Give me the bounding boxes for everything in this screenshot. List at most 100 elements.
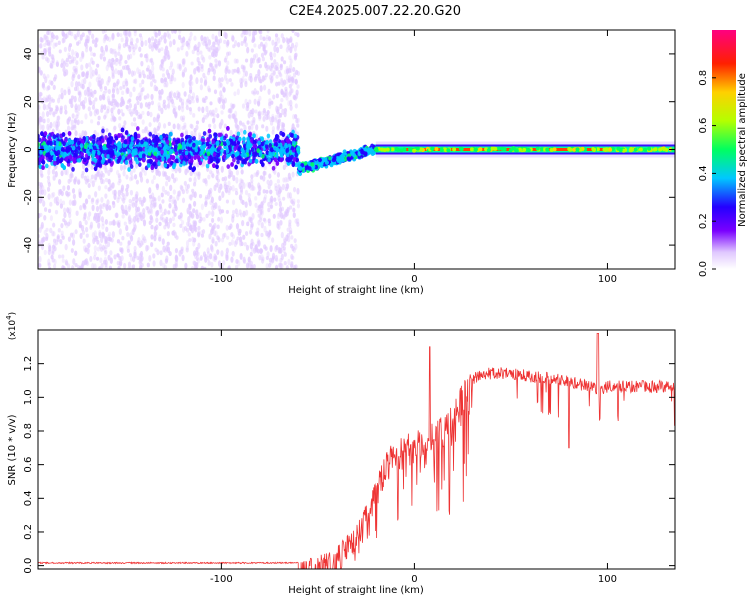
heatmap-noise-blob <box>104 167 108 174</box>
heatmap-noise-blob <box>277 195 281 202</box>
heatmap-noise-blob <box>123 30 127 36</box>
heatmap-noise-blob <box>53 76 57 82</box>
heatmap-noise-blob <box>258 217 263 223</box>
heatmap-noise-blob <box>218 77 222 84</box>
heatmap-noise-blob <box>111 200 116 205</box>
heatmap-noise-blob <box>117 46 121 51</box>
heatmap-noise-blob <box>294 114 298 119</box>
heatmap-noise-blob <box>276 212 281 220</box>
heatmap-noise-blob <box>119 241 123 246</box>
heatmap-noise-blob <box>150 224 154 230</box>
heatmap-noise-blob <box>118 178 122 184</box>
heatmap-noise-blob <box>42 236 46 243</box>
heatmap-noise-blob <box>61 32 66 37</box>
heatmap-noise-blob <box>63 212 67 219</box>
heatmap-noise-blob <box>193 200 197 207</box>
heatmap-noise-blob <box>161 67 165 72</box>
heatmap-noise-blob <box>83 259 87 266</box>
heatmap-noise-blob <box>152 253 156 259</box>
heatmap-noise-blob <box>268 262 272 268</box>
heatmap-noise-blob <box>52 264 57 269</box>
heatmap-band-blob <box>274 136 279 142</box>
heatmap-noise-blob <box>149 111 153 118</box>
heatmap-noise-blob <box>139 213 143 218</box>
heatmap-noise-blob <box>44 97 48 103</box>
heatmap-noise-blob <box>281 122 286 128</box>
heatmap-noise-blob <box>43 214 47 221</box>
heatmap-noise-blob <box>271 129 275 135</box>
heatmap-band-blob <box>41 165 45 170</box>
heatmap-band-blob <box>39 150 43 155</box>
heatmap-band-blob <box>275 161 280 166</box>
heatmap-noise-blob <box>181 69 186 77</box>
heatmap-noise-blob <box>249 229 253 235</box>
heatmap-noise-blob <box>104 249 108 254</box>
heatmap-noise-blob <box>178 64 182 71</box>
heatmap-noise-blob <box>58 49 62 54</box>
heatmap-noise-blob <box>157 170 162 177</box>
heatmap-noise-blob <box>161 170 166 177</box>
heatmap-noise-blob <box>294 218 298 224</box>
heatmap-noise-blob <box>294 243 298 251</box>
heatmap-noise-blob <box>204 178 208 185</box>
heatmap-noise-blob <box>107 178 111 185</box>
heatmap-noise-blob <box>138 72 142 77</box>
heatmap-noise-blob <box>168 203 172 209</box>
heatmap-noise-blob <box>225 224 229 231</box>
heatmap-noise-blob <box>221 176 225 182</box>
heatmap-noise-blob <box>173 106 177 111</box>
heatmap-noise-blob <box>290 235 294 240</box>
heatmap-noise-blob <box>204 256 208 263</box>
heatmap-noise-blob <box>269 121 274 126</box>
heatmap-noise-blob <box>124 209 128 216</box>
heatmap-noise-blob <box>190 96 194 101</box>
heatmap-noise-blob <box>81 79 85 86</box>
heatmap-band-blob <box>198 160 203 166</box>
heatmap-noise-blob <box>134 43 138 50</box>
heatmap-band-blob <box>117 133 121 138</box>
heatmap-noise-blob <box>275 244 279 251</box>
heatmap-noise-blob <box>147 103 151 110</box>
heatmap-noise-blob <box>71 59 75 64</box>
heatmap-noise-blob <box>124 60 128 65</box>
heatmap-noise-blob <box>121 112 125 117</box>
heatmap-noise-blob <box>285 183 290 190</box>
heatmap-noise-blob <box>288 63 293 71</box>
heatmap-noise-blob <box>138 95 142 102</box>
heatmap-noise-blob <box>75 114 79 119</box>
heatmap-noise-blob <box>96 63 100 68</box>
heatmap-noise-blob <box>42 200 46 207</box>
heatmap-band-blob <box>292 140 296 146</box>
heatmap-noise-blob <box>116 260 120 266</box>
heatmap-noise-blob <box>279 64 283 71</box>
heatmap-noise-blob <box>218 122 222 130</box>
heatmap-noise-blob <box>190 81 194 86</box>
heatmap-noise-blob <box>174 259 178 267</box>
heatmap-noise-blob <box>100 262 104 269</box>
heatmap-noise-blob <box>223 73 228 81</box>
heatmap-noise-blob <box>47 168 51 176</box>
heatmap-noise-blob <box>164 189 168 195</box>
heatmap-noise-blob <box>76 86 80 92</box>
heatmap-band-blob <box>47 135 52 141</box>
heatmap-noise-blob <box>75 52 79 59</box>
heatmap-noise-blob <box>285 234 289 242</box>
heatmap-noise-blob <box>55 196 59 203</box>
heatmap-noise-blob <box>277 81 281 86</box>
heatmap-noise-blob <box>43 49 47 55</box>
heatmap-noise-blob <box>141 110 145 116</box>
heatmap-noise-blob <box>200 34 204 42</box>
heatmap-noise-blob <box>229 223 233 229</box>
heatmap-noise-blob <box>181 125 185 131</box>
heatmap-noise-blob <box>228 108 232 113</box>
heatmap-noise-blob <box>127 240 132 246</box>
heatmap-noise-blob <box>108 221 112 226</box>
heatmap-noise-blob <box>207 259 211 266</box>
heatmap-noise-blob <box>292 198 296 205</box>
heatmap-band-blob <box>108 139 113 144</box>
heatmap-noise-blob <box>163 32 167 38</box>
heatmap-noise-blob <box>176 90 180 96</box>
heatmap-noise-blob <box>128 198 132 204</box>
heatmap-band-blob <box>172 162 177 168</box>
heatmap-noise-blob <box>256 57 260 62</box>
